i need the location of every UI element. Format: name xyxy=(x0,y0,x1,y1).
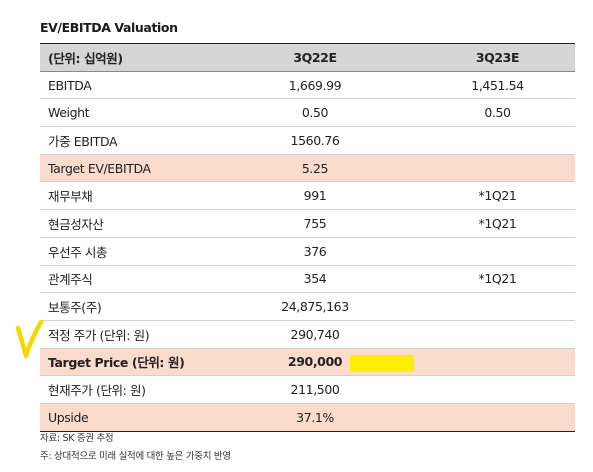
table-row-common-shares: 보통주(주) 24,875,163 xyxy=(40,293,575,321)
header-col-3q22e: 3Q22E xyxy=(293,49,337,65)
row-value-3q23e xyxy=(420,321,575,348)
row-value-3q22e: 1,669.99 xyxy=(288,77,342,93)
row-label: 현금성자산 xyxy=(48,216,104,232)
table-row-ebitda: EBITDA 1,669.99 1,451.54 xyxy=(40,72,575,100)
table-row-upside: Upside 37.1% xyxy=(40,403,575,432)
row-label: EBITDA xyxy=(48,77,92,93)
table-row-preferred-mcap: 우선주 시총 376 xyxy=(40,238,575,266)
row-label: Weight xyxy=(48,105,90,121)
row-value-3q23e xyxy=(420,127,575,154)
source-note: 자료: SK 증권 추정 xyxy=(40,433,114,444)
row-value-3q22e: 37.1% xyxy=(296,409,334,425)
header-unit-label: (단위: 십억원) xyxy=(48,50,123,66)
row-value-3q22e: 1560.76 xyxy=(290,132,340,148)
row-value-3q23e: *1Q21 xyxy=(478,215,517,231)
row-label: Target Price (단위: 원) xyxy=(48,355,185,371)
row-value-3q23e xyxy=(420,349,575,376)
row-value-3q23e xyxy=(420,293,575,320)
target-price-value: 290,000 xyxy=(287,354,343,370)
row-label: 관계주식 xyxy=(48,272,93,288)
row-value-3q22e: 0.50 xyxy=(301,105,329,121)
row-label: Target EV/EBITDA xyxy=(48,160,151,176)
row-value-3q23e xyxy=(420,155,575,182)
table-row-fair-price: 적정 주가 (단위: 원) 290,740 xyxy=(40,321,575,349)
row-value-3q22e: 755 xyxy=(303,215,327,231)
row-label: 가중 EBITDA xyxy=(48,133,118,149)
table-row-target-ev-ebitda: Target EV/EBITDA 5.25 xyxy=(40,154,575,183)
row-value-3q23e xyxy=(420,238,575,265)
table-row-weight: Weight 0.50 0.50 xyxy=(40,99,575,128)
row-value-3q22e: 211,500 xyxy=(290,382,340,398)
row-label: 보통주(주) xyxy=(48,300,102,316)
valuation-table: (단위: 십억원) 3Q22E 3Q23E EBITDA 1,669.99 1,… xyxy=(40,43,575,432)
row-value-3q22e: 290,740 xyxy=(290,326,340,342)
row-value-3q23e xyxy=(420,404,575,431)
table-title: EV/EBITDA Valuation xyxy=(40,20,178,35)
row-label: 재무부채 xyxy=(48,189,93,205)
row-value-3q22e: 376 xyxy=(303,243,327,259)
table-header-row: (단위: 십억원) 3Q22E 3Q23E xyxy=(40,44,575,72)
row-value-3q22e: 354 xyxy=(303,271,327,287)
row-value-3q22e: 290,000 xyxy=(210,349,420,376)
row-value-3q22e: 24,875,163 xyxy=(281,299,349,315)
row-value-3q22e: 991 xyxy=(303,188,327,204)
row-value-3q23e: *1Q21 xyxy=(478,188,517,204)
table-row-affiliate-shares: 관계주식 354 *1Q21 xyxy=(40,266,575,294)
row-label: Upside xyxy=(48,409,89,425)
row-value-3q23e: 1,451.54 xyxy=(471,77,524,93)
table-notes: 자료: SK 증권 추정 주: 상대적으로 미래 실적에 대한 높은 가중치 반… xyxy=(40,430,231,466)
row-value-3q23e: 0.50 xyxy=(484,105,511,121)
footnote: 주: 상대적으로 미래 실적에 대한 높은 가중치 반영 xyxy=(40,451,231,462)
checkmark-annotation-icon xyxy=(15,319,44,359)
table-row-cash: 현금성자산 755 *1Q21 xyxy=(40,210,575,238)
row-label: 현재주가 (단위: 원) xyxy=(48,383,146,399)
row-value-3q23e xyxy=(420,376,575,403)
table-row-financial-debt: 재무부채 991 *1Q21 xyxy=(40,182,575,211)
row-value-3q23e: *1Q21 xyxy=(478,271,517,287)
table-row-target-price: Target Price (단위: 원) 290,000 xyxy=(40,348,575,377)
header-col-3q23e: 3Q23E xyxy=(475,49,520,65)
row-label: 적정 주가 (단위: 원) xyxy=(48,327,150,343)
row-label: 우선주 시총 xyxy=(48,244,108,260)
table-row-current-price: 현재주가 (단위: 원) 211,500 xyxy=(40,376,575,404)
yellow-highlight-marker xyxy=(350,354,414,372)
table-row-weighted-ebitda: 가중 EBITDA 1560.76 xyxy=(40,127,575,155)
row-value-3q22e: 5.25 xyxy=(301,160,329,176)
